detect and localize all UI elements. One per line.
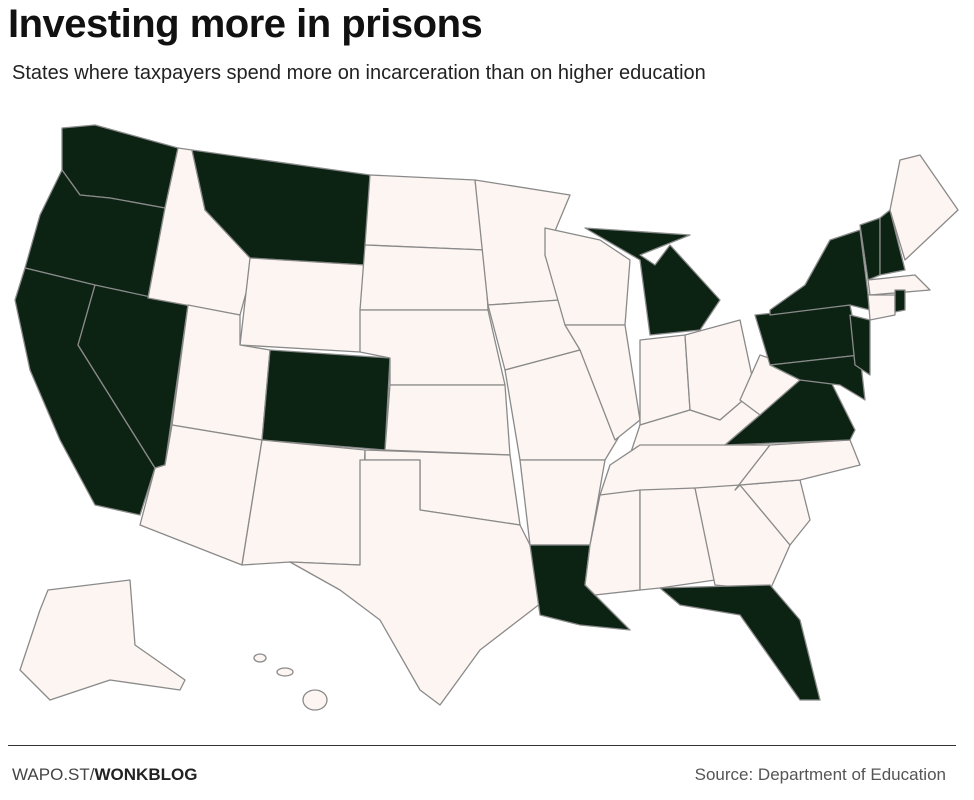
state (384, 384, 511, 456)
state (289, 459, 546, 706)
divider (8, 745, 956, 746)
subtitle: States where taxpayers spend more on inc… (12, 62, 706, 84)
title: Investing more in prisons (8, 2, 483, 46)
state (564, 324, 641, 441)
state (241, 439, 366, 566)
state (894, 289, 906, 313)
state (639, 487, 716, 591)
state (849, 314, 871, 376)
credit-prefix: WAPO.ST/ (12, 765, 95, 784)
state (879, 209, 906, 276)
source: Source: Department of Education (694, 765, 946, 784)
state (253, 653, 267, 663)
state (276, 667, 294, 677)
state (19, 579, 186, 701)
state (867, 294, 896, 321)
state (364, 174, 486, 251)
state (889, 154, 959, 261)
state (694, 484, 791, 591)
state (659, 584, 821, 701)
state (769, 229, 871, 316)
credit: WAPO.ST/WONKBLOG (12, 765, 197, 785)
state (584, 227, 721, 336)
state (734, 439, 861, 491)
states (14, 124, 959, 711)
state (359, 244, 489, 311)
state (867, 274, 931, 296)
state (639, 334, 691, 426)
credit-bold: WONKBLOG (94, 765, 198, 784)
state (239, 257, 366, 353)
state (769, 354, 866, 401)
state (261, 349, 391, 451)
state (302, 689, 328, 711)
